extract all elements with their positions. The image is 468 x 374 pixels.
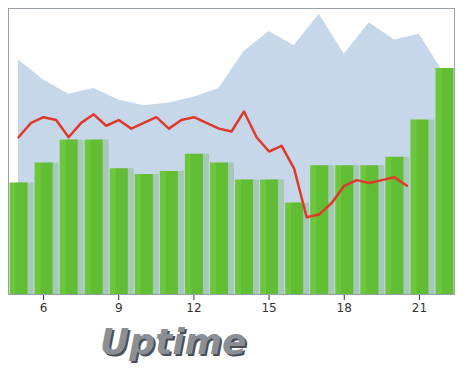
svg-text:18: 18: [337, 301, 352, 315]
svg-text:12: 12: [186, 301, 201, 315]
svg-text:6: 6: [40, 301, 48, 315]
svg-text:9: 9: [115, 301, 123, 315]
html-text:Uptime: Uptime: [100, 321, 247, 362]
svg-text:15: 15: [261, 301, 276, 315]
svg-text:21: 21: [412, 301, 427, 315]
